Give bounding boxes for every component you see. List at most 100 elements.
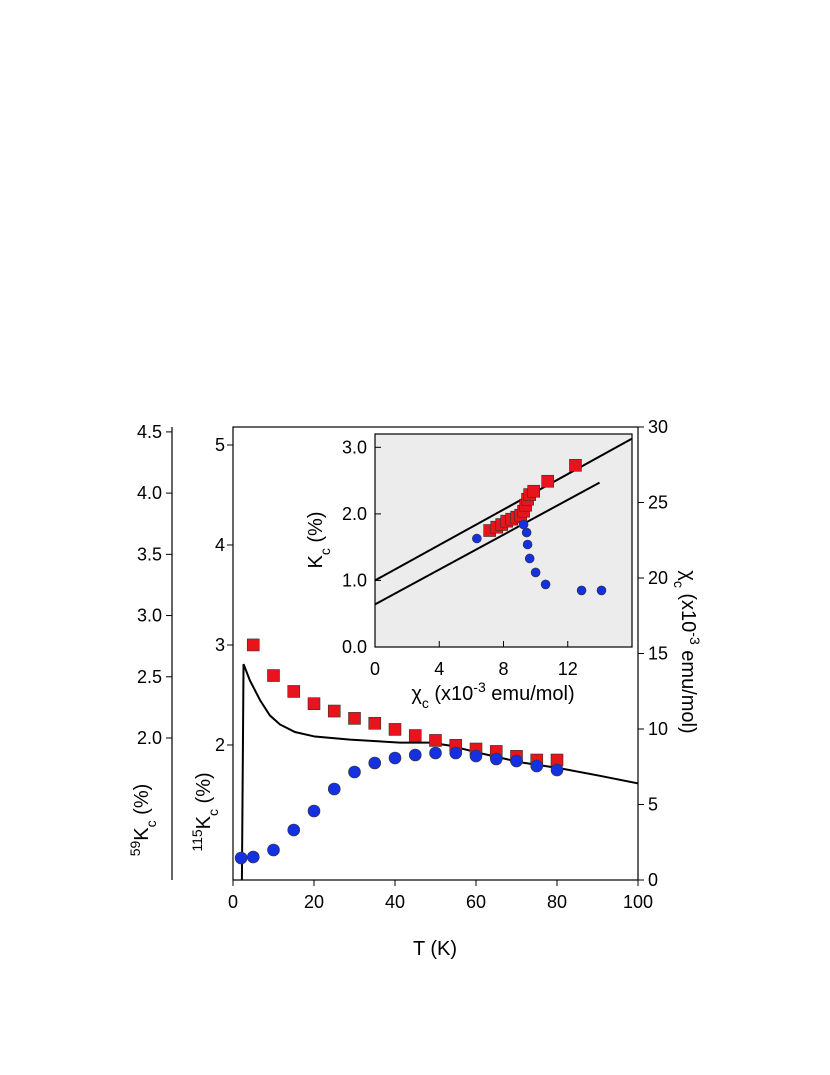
circle-marker bbox=[267, 843, 280, 857]
y2-tick-label: 10 bbox=[648, 719, 668, 739]
y2-tick-label: 20 bbox=[648, 568, 668, 588]
y2-tick-label: 30 bbox=[648, 417, 668, 437]
square-marker bbox=[267, 669, 280, 682]
square-marker bbox=[569, 458, 582, 472]
curve bbox=[374, 481, 601, 606]
x-tick-label: 40 bbox=[385, 892, 405, 912]
circle-marker bbox=[530, 567, 541, 578]
y-tick-label: 3 bbox=[215, 635, 225, 655]
circle-marker bbox=[368, 756, 382, 770]
label-part: c bbox=[143, 820, 159, 827]
x-tick-label: 8 bbox=[498, 659, 508, 679]
square-marker bbox=[246, 638, 260, 652]
circle-marker bbox=[518, 519, 529, 530]
circle-marker bbox=[540, 579, 551, 590]
circle-marker bbox=[550, 763, 564, 777]
label-part: K bbox=[305, 555, 327, 569]
label-part: c bbox=[671, 581, 687, 588]
label-part: (x10 bbox=[429, 683, 473, 705]
circle-marker bbox=[576, 585, 587, 596]
y2-tick-label: 5 bbox=[648, 795, 658, 815]
circle-marker bbox=[246, 850, 260, 864]
label-part: χ bbox=[677, 570, 699, 581]
label-part: 59 bbox=[127, 841, 143, 857]
x-axis-label: χc (x10-3 emu/mol) bbox=[411, 679, 574, 711]
label-part: T (K) bbox=[413, 938, 457, 960]
circle-marker bbox=[469, 749, 483, 763]
square-marker bbox=[388, 723, 402, 736]
label-part: 115 bbox=[189, 829, 205, 852]
y3-tick-label: 4.0 bbox=[137, 483, 162, 503]
x-tick-label: 12 bbox=[558, 659, 578, 679]
x-tick-label: 0 bbox=[228, 892, 238, 912]
square-marker bbox=[541, 474, 554, 488]
x-tick-label: 4 bbox=[434, 659, 444, 679]
square-marker bbox=[348, 712, 361, 725]
y2-tick-label: 25 bbox=[648, 493, 668, 513]
square-marker bbox=[307, 697, 321, 710]
circle-marker bbox=[307, 804, 321, 818]
label-part: emu/mol) bbox=[486, 683, 575, 705]
square-marker bbox=[368, 716, 382, 730]
y3-tick-label: 2.5 bbox=[137, 667, 162, 687]
label-part: emu/mol) bbox=[677, 645, 699, 734]
y-tick-label: 2 bbox=[215, 735, 225, 755]
square-marker bbox=[408, 729, 422, 742]
label-part: -3 bbox=[687, 632, 703, 645]
circle-marker bbox=[510, 754, 523, 768]
label-part: c bbox=[317, 548, 333, 555]
label-part: (x10 bbox=[677, 588, 699, 632]
y3-axis-label: 59Kc (%) bbox=[127, 784, 159, 857]
circle-marker bbox=[596, 585, 607, 596]
curve bbox=[374, 437, 633, 582]
circle-marker bbox=[348, 765, 361, 779]
y3-tick-label: 2.0 bbox=[137, 728, 162, 748]
circle-marker bbox=[449, 746, 463, 760]
y2-tick-label: 15 bbox=[648, 644, 668, 664]
y3-tick-label: 3.5 bbox=[137, 544, 162, 564]
circle-marker bbox=[327, 782, 341, 796]
label-part: -3 bbox=[473, 679, 486, 695]
y-tick-label: 1.0 bbox=[342, 570, 367, 590]
y-tick-label: 5 bbox=[215, 435, 225, 455]
y-tick-label: 0.0 bbox=[342, 637, 367, 657]
y2-axis-label: χc (x10-3 emu/mol) bbox=[671, 570, 703, 733]
circle-marker bbox=[408, 748, 422, 762]
square-marker bbox=[429, 734, 442, 747]
label-part: K bbox=[131, 827, 153, 841]
circle-marker bbox=[234, 851, 248, 865]
x-tick-label: 20 bbox=[304, 892, 324, 912]
plot-frame bbox=[374, 433, 633, 648]
square-marker bbox=[327, 704, 341, 718]
circle-marker bbox=[521, 527, 532, 538]
x-tick-label: 60 bbox=[466, 892, 486, 912]
circle-marker bbox=[530, 759, 544, 773]
label-part: (%) bbox=[193, 772, 215, 809]
circle-marker bbox=[388, 751, 402, 765]
y3-tick-label: 4.5 bbox=[137, 422, 162, 442]
circle-marker bbox=[429, 746, 442, 760]
x-axis-label: T (K) bbox=[413, 938, 457, 960]
circle-marker bbox=[472, 533, 482, 544]
label-part: c bbox=[205, 809, 221, 816]
y3-tick-label: 3.0 bbox=[137, 606, 162, 626]
label-part: K bbox=[193, 815, 215, 829]
y-tick-label: 2.0 bbox=[342, 504, 367, 524]
y-axis-label: 115Kc (%) bbox=[189, 772, 221, 851]
y-axis-label: Kc (%) bbox=[305, 511, 333, 568]
y-tick-label: 3.0 bbox=[342, 437, 367, 457]
y-tick-label: 4 bbox=[215, 535, 225, 555]
label-part: (%) bbox=[131, 784, 153, 821]
square-marker bbox=[287, 685, 301, 698]
y2-tick-label: 0 bbox=[648, 870, 658, 890]
square-marker bbox=[527, 484, 540, 498]
label-part: (%) bbox=[305, 511, 327, 548]
circle-marker bbox=[524, 553, 535, 564]
label-part: χ bbox=[411, 683, 422, 705]
circle-marker bbox=[287, 823, 301, 837]
x-tick-label: 0 bbox=[370, 659, 380, 679]
label-part: c bbox=[422, 695, 429, 711]
circle-marker bbox=[489, 752, 503, 766]
x-tick-label: 80 bbox=[547, 892, 567, 912]
